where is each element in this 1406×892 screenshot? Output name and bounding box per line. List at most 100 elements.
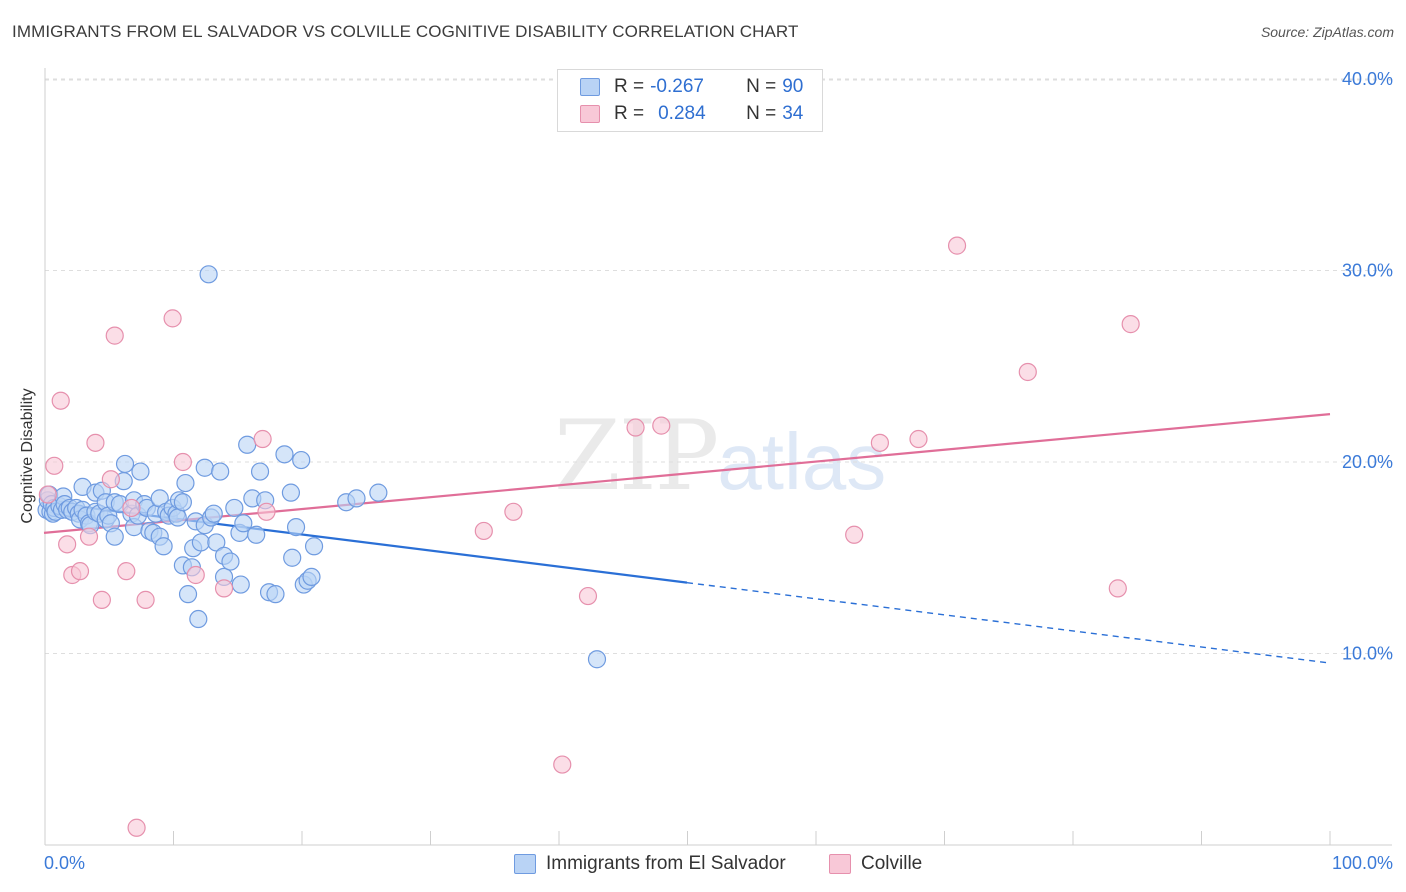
data-point <box>173 452 192 472</box>
data-point <box>168 508 187 527</box>
y-tick-label: 10.0% <box>1342 644 1393 664</box>
data-point <box>122 498 141 518</box>
data-point <box>304 537 324 556</box>
data-point <box>173 493 192 512</box>
data-point <box>58 535 77 554</box>
data-point <box>131 462 150 481</box>
legend-swatch-pink <box>580 105 600 123</box>
legend-n-value: 90 <box>782 76 804 97</box>
data-point <box>947 236 967 255</box>
data-point <box>587 650 607 669</box>
data-point <box>626 418 645 437</box>
data-point <box>870 433 890 452</box>
data-point <box>45 456 64 475</box>
data-point <box>189 609 208 629</box>
data-point <box>101 470 120 489</box>
series-colville <box>38 236 1140 837</box>
data-point <box>474 521 493 541</box>
data-point <box>105 527 124 546</box>
correlation-legend: R = -0.267 N = 90 R = 0.284 N = 34 <box>557 69 823 132</box>
data-point <box>105 326 124 345</box>
data-point <box>253 429 272 449</box>
data-point <box>231 575 250 594</box>
bottom-legend-swatch-pink <box>829 854 851 874</box>
grid <box>45 78 1392 654</box>
data-point <box>234 514 253 533</box>
data-point <box>225 498 244 518</box>
data-point <box>163 309 182 328</box>
series-el-salvador <box>37 265 607 669</box>
data-point <box>214 579 234 598</box>
trend-line-el-salvador-extension <box>686 581 1331 664</box>
source-label: Source: ZipAtlas.com <box>1260 24 1394 40</box>
data-point <box>92 590 111 609</box>
data-point <box>247 525 266 544</box>
data-point <box>221 552 240 571</box>
data-point <box>178 585 198 604</box>
y-tick-label: 40.0% <box>1342 69 1393 89</box>
legend-n-label: N = <box>746 103 777 124</box>
data-point <box>211 462 230 481</box>
data-point <box>204 504 223 523</box>
data-point <box>292 450 311 470</box>
data-point <box>115 454 135 474</box>
data-point <box>845 525 864 544</box>
data-point <box>136 590 155 609</box>
data-point <box>275 445 294 464</box>
data-point <box>38 485 57 504</box>
y-tick-label: 20.0% <box>1342 452 1393 472</box>
data-point <box>51 391 70 410</box>
data-point <box>347 489 366 508</box>
y-axis-title: Cognitive Disability <box>19 388 36 524</box>
legend-r-label: R = <box>614 103 645 124</box>
data-point <box>283 548 302 567</box>
legend-r-value: -0.267 <box>650 76 704 97</box>
data-point <box>1108 579 1127 598</box>
data-point <box>238 435 257 454</box>
data-point <box>79 527 99 546</box>
data-point <box>578 586 598 606</box>
legend-r-label: R = <box>614 76 645 97</box>
bottom-legend-el-salvador: Immigrants from El Salvador <box>514 851 786 877</box>
data-points <box>37 236 1140 837</box>
data-point <box>1121 315 1140 334</box>
data-point <box>909 429 928 449</box>
x-tick-label: 100.0% <box>1332 853 1393 873</box>
data-point <box>257 502 276 521</box>
chart-title: IMMIGRANTS FROM EL SALVADOR VS COLVILLE … <box>12 22 799 41</box>
data-point <box>250 462 270 481</box>
data-point <box>154 537 173 556</box>
data-point <box>553 755 572 774</box>
data-point <box>199 265 218 284</box>
legend-r-value: 0.284 <box>658 103 706 124</box>
axes <box>44 68 1392 846</box>
data-point <box>186 565 205 585</box>
legend-row-colville: R = 0.284 N = 34 <box>580 101 803 127</box>
tick-labels: 10.0% 20.0% 30.0% 40.0% 0.0% 100.0% <box>44 69 1393 873</box>
legend-row-el-salvador: R = -0.267 N = 90 <box>580 74 803 100</box>
data-point <box>652 416 671 435</box>
data-point <box>86 433 105 452</box>
data-point <box>195 458 214 477</box>
data-point <box>504 502 523 521</box>
data-point <box>127 818 146 837</box>
data-point <box>369 483 388 502</box>
watermark-atlas: atlas <box>717 417 887 506</box>
legend-n-label: N = <box>746 76 777 97</box>
y-tick-label: 30.0% <box>1342 261 1393 281</box>
data-point <box>302 567 321 587</box>
bottom-legend-label-colville: Colville <box>861 853 923 874</box>
bottom-legend-label-el-salvador: Immigrants from El Salvador <box>546 853 786 874</box>
data-point <box>176 473 195 493</box>
data-point <box>70 562 90 581</box>
legend-n-value: 34 <box>782 103 804 124</box>
data-point <box>281 483 301 502</box>
x-tick-label: 0.0% <box>44 853 85 873</box>
data-point <box>207 533 226 552</box>
legend-swatch-blue <box>580 78 600 96</box>
data-point <box>191 533 210 552</box>
data-point <box>286 518 306 537</box>
bottom-legend-swatch-blue <box>514 854 536 874</box>
data-point <box>1018 362 1037 382</box>
